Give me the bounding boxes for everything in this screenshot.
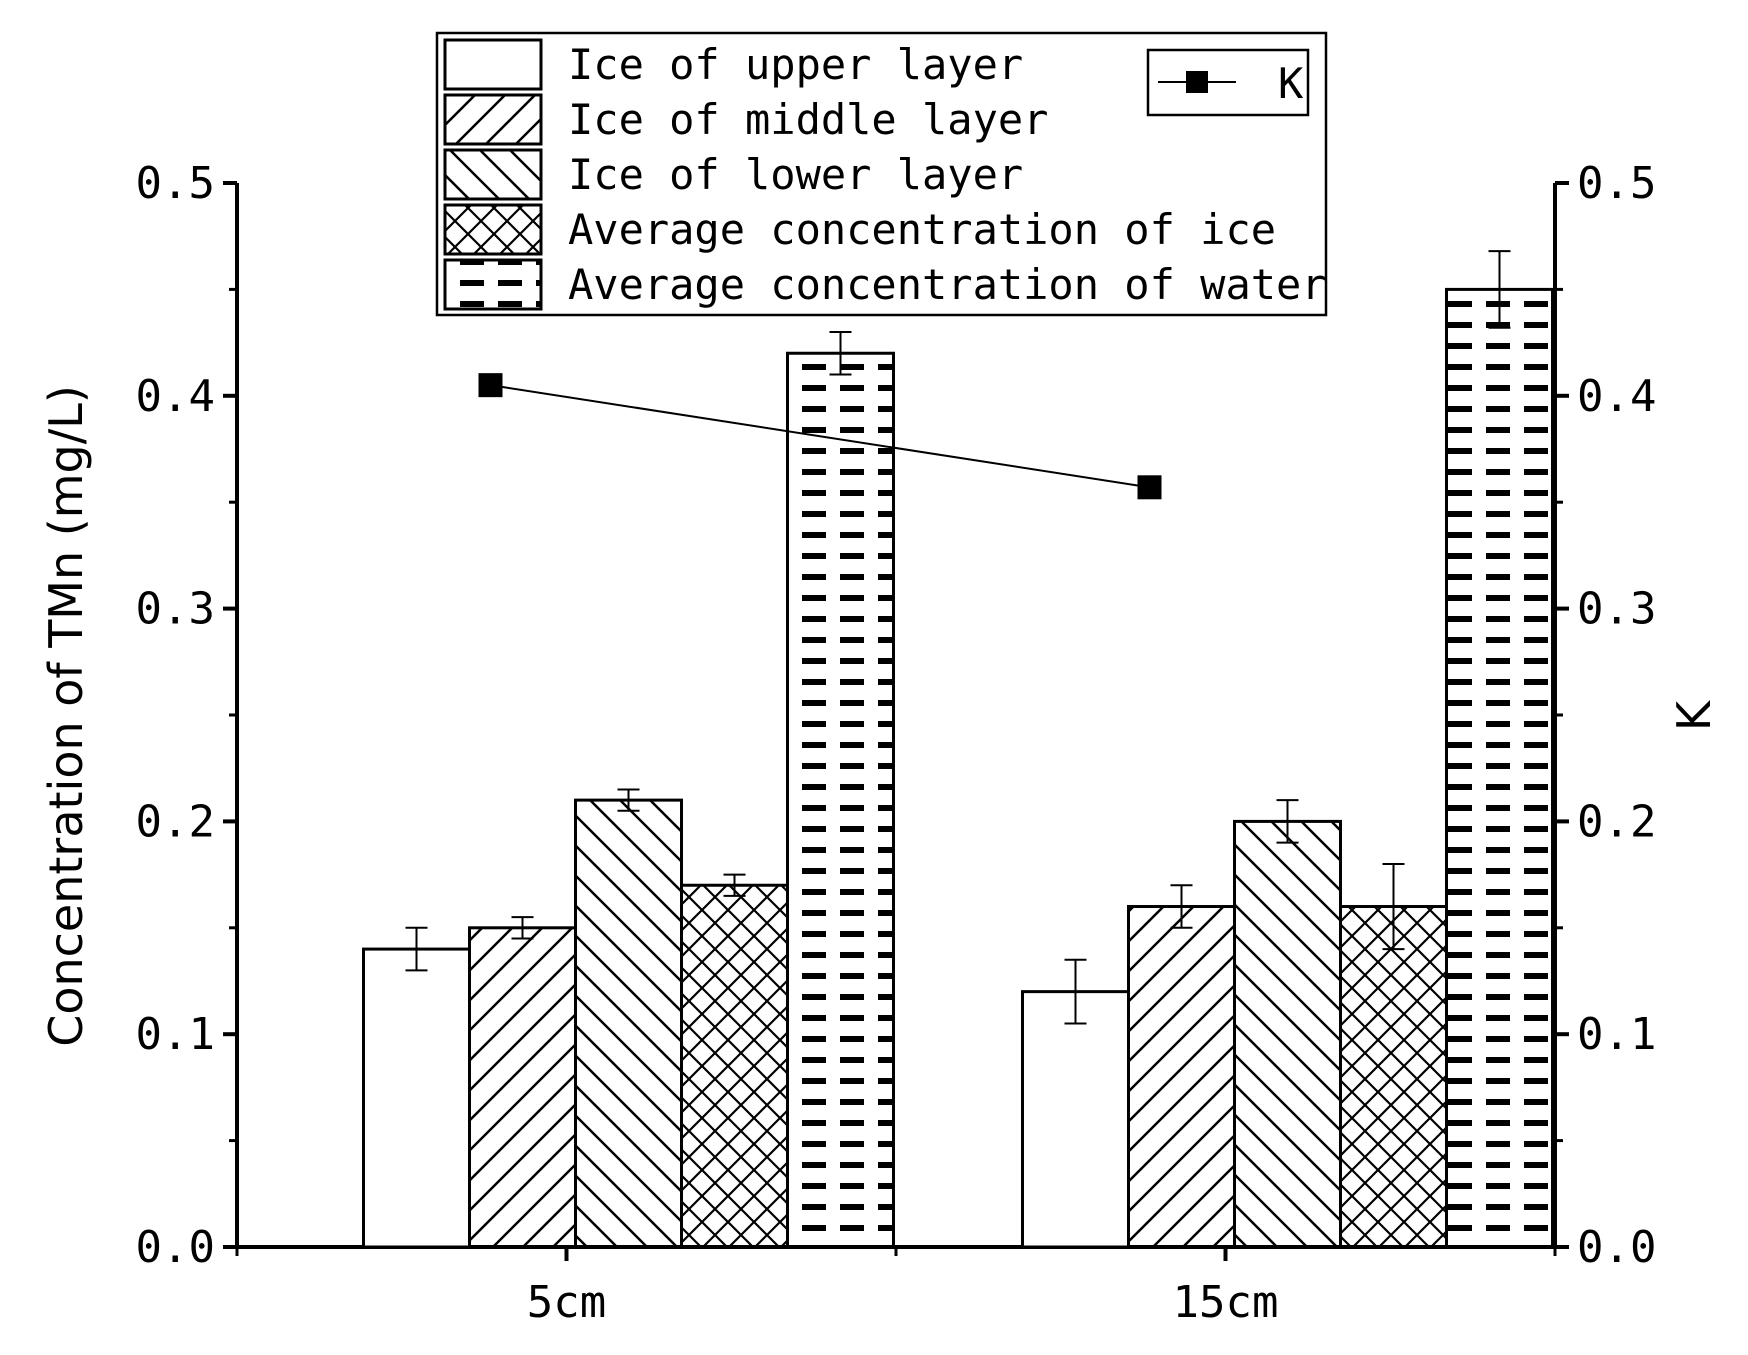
bar-4-0 xyxy=(786,351,895,1249)
y-ticks-left: 0.0 0.1 0.2 0.3 0.4 0.5 xyxy=(136,158,237,1273)
legend: Ice of upper layer Ice of middle layer Ice… xyxy=(443,38,1327,311)
k-legend-label: K xyxy=(1278,59,1304,108)
y-ticks-right: 0.0 0.1 0.2 0.3 0.4 0.5 xyxy=(1555,158,1656,1273)
bar-4-1 xyxy=(1445,287,1554,1249)
legend-swatch-4 xyxy=(443,258,543,311)
legend-swatch-1 xyxy=(443,93,543,146)
x-tick-label: 15cm xyxy=(1173,1277,1279,1328)
legend-swatch-0 xyxy=(443,38,543,91)
y-axis-title-left: Concentration of TMn (mg/L) xyxy=(39,385,93,1047)
y-tick-label-left: 0.2 xyxy=(136,796,215,847)
bar-0-1 xyxy=(1021,990,1130,1249)
bar-2-0 xyxy=(574,798,683,1249)
legend-label-1: Ice of middle layer xyxy=(568,95,1048,144)
x-tick-label: 5cm xyxy=(527,1277,606,1328)
bar-3-0 xyxy=(680,883,789,1249)
legend-swatch-2 xyxy=(443,148,543,201)
legend-swatch-3 xyxy=(443,203,543,256)
k-legend-marker xyxy=(1186,71,1208,93)
bars xyxy=(362,287,1554,1249)
y-tick-label-right: 0.2 xyxy=(1577,796,1656,847)
k-line xyxy=(490,384,1150,489)
bar-1-0 xyxy=(468,926,577,1249)
y-tick-label-right: 0.4 xyxy=(1577,371,1656,422)
y-tick-label-left: 0.4 xyxy=(136,371,215,422)
legend-label-3: Average concentration of ice xyxy=(568,205,1276,254)
error-bars xyxy=(405,250,1511,1025)
k-point xyxy=(1137,475,1162,500)
y-tick-label-right: 0.0 xyxy=(1577,1222,1656,1273)
bar-3-1 xyxy=(1339,905,1448,1249)
y-axis-title-right: K xyxy=(1667,699,1721,731)
legend-label-4: Average concentration of water xyxy=(568,260,1327,309)
y-tick-label-left: 0.0 xyxy=(136,1222,215,1273)
bar-1-1 xyxy=(1127,905,1236,1249)
legend-label-0: Ice of upper layer xyxy=(568,40,1023,89)
y-tick-label-left: 0.1 xyxy=(136,1009,215,1060)
x-ticks: 5cm 15cm xyxy=(235,1247,1557,1328)
legend-label-2: Ice of lower layer xyxy=(568,150,1023,199)
k-point xyxy=(478,373,503,398)
y-tick-label-right: 0.3 xyxy=(1577,584,1656,635)
y-tick-label-left: 0.3 xyxy=(136,584,215,635)
y-tick-label-right: 0.1 xyxy=(1577,1009,1656,1060)
y-tick-label-right: 0.5 xyxy=(1577,158,1656,209)
bar-0-0 xyxy=(362,947,471,1249)
y-tick-label-left: 0.5 xyxy=(136,158,215,209)
k-line-series xyxy=(478,373,1162,500)
bar-2-1 xyxy=(1233,819,1342,1249)
